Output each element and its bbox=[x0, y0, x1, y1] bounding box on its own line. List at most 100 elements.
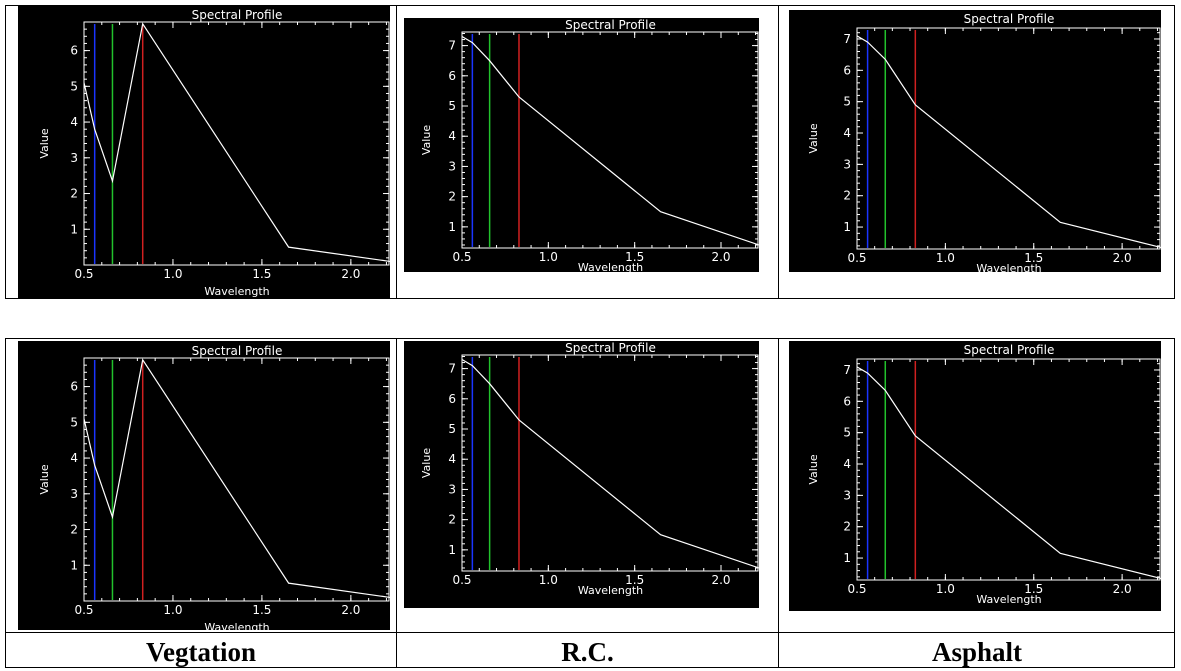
y-tick-label: 3 bbox=[843, 157, 851, 171]
y-tick-label: 5 bbox=[70, 79, 78, 93]
chart-panel-vegetation-top: Spectral Profile Wavelength Value 0.5 1.0 1.5… bbox=[18, 5, 390, 299]
x-tick-label: 1.5 bbox=[1024, 251, 1043, 265]
spectral-profile-chart: Spectral Profile Wavelength Value 0.5 1.0 1.5… bbox=[420, 341, 759, 597]
x-tick-label: 0.5 bbox=[452, 250, 471, 264]
chart-panel-rc-bottom: Spectral Profile Wavelength Value 0.5 1.0 1.5… bbox=[404, 341, 759, 608]
axes-frame bbox=[83, 21, 390, 266]
y-tick-label: 4 bbox=[70, 451, 78, 465]
y-tick-label: 7 bbox=[843, 363, 851, 377]
y-tick-label: 7 bbox=[448, 362, 456, 376]
spectral-profile-line bbox=[461, 36, 759, 246]
spectral-profile-chart: Spectral Profile Wavelength Value 0.5 1.0 1.5… bbox=[807, 12, 1161, 272]
axes-frame bbox=[83, 357, 390, 602]
axes-frame bbox=[856, 27, 1161, 250]
spectral-profile-line bbox=[856, 366, 1161, 580]
x-axis-label: Wavelength bbox=[578, 584, 643, 597]
cell-divider bbox=[396, 6, 397, 298]
y-axis-label: Value bbox=[807, 123, 820, 153]
x-tick-label: 0.5 bbox=[452, 573, 471, 587]
x-tick-label: 1.5 bbox=[1024, 582, 1043, 596]
y-tick-label: 4 bbox=[70, 115, 78, 129]
x-tick-label: 0.5 bbox=[847, 582, 866, 596]
spectral-profile-chart: Spectral Profile Wavelength Value 0.5 1.0 1.5… bbox=[38, 344, 390, 630]
spectral-profile-line bbox=[83, 358, 390, 599]
y-tick-label: 7 bbox=[843, 32, 851, 46]
caption-rc: R.C. bbox=[561, 637, 614, 667]
chart-panel-asphalt-bottom: Spectral Profile Wavelength Value 0.5 1.0 1.5… bbox=[789, 341, 1161, 611]
x-tick-label: 1.5 bbox=[625, 573, 644, 587]
y-tick-label: 3 bbox=[70, 151, 78, 165]
y-tick-label: 2 bbox=[843, 189, 851, 203]
x-tick-label: 2.0 bbox=[1113, 251, 1132, 265]
y-tick-label: 2 bbox=[448, 513, 456, 527]
spectral-profile-chart: Spectral Profile Wavelength Value 0.5 1.0 1.5… bbox=[420, 18, 759, 272]
axes-frame bbox=[461, 31, 759, 249]
y-tick-label: 2 bbox=[70, 187, 78, 201]
x-tick-label: 1.0 bbox=[936, 582, 955, 596]
chart-panel-asphalt-top: Spectral Profile Wavelength Value 0.5 1.0 1.5… bbox=[789, 10, 1161, 272]
y-tick-label: 2 bbox=[448, 190, 456, 204]
chart-panel-rc-top: Spectral Profile Wavelength Value 0.5 1.0 1.5… bbox=[404, 18, 759, 272]
x-axis-label: Wavelength bbox=[204, 621, 269, 630]
y-tick-label: 6 bbox=[843, 394, 851, 408]
y-tick-label: 5 bbox=[448, 99, 456, 113]
row-divider bbox=[6, 632, 1174, 633]
y-tick-label: 6 bbox=[70, 380, 78, 394]
y-tick-label: 6 bbox=[843, 63, 851, 77]
x-axis-label: Wavelength bbox=[976, 593, 1041, 606]
x-tick-label: 1.5 bbox=[252, 603, 271, 617]
y-tick-label: 3 bbox=[843, 488, 851, 502]
y-axis-label: Value bbox=[420, 125, 433, 155]
x-tick-label: 1.0 bbox=[539, 250, 558, 264]
cell-divider bbox=[778, 6, 779, 298]
x-tick-label: 0.5 bbox=[74, 603, 93, 617]
y-tick-label: 4 bbox=[843, 126, 851, 140]
y-tick-label: 3 bbox=[448, 482, 456, 496]
cell-divider bbox=[778, 339, 779, 667]
y-tick-label: 4 bbox=[448, 452, 456, 466]
y-tick-label: 1 bbox=[70, 558, 78, 572]
x-tick-label: 2.0 bbox=[711, 250, 730, 264]
y-axis-label: Value bbox=[420, 448, 433, 478]
x-axis-label: Wavelength bbox=[976, 262, 1041, 272]
cell-divider bbox=[396, 339, 397, 667]
y-tick-label: 4 bbox=[448, 129, 456, 143]
y-tick-label: 1 bbox=[843, 551, 851, 565]
spectral-profile-chart: Spectral Profile Wavelength Value 0.5 1.0 1.5… bbox=[807, 343, 1161, 606]
axes-frame bbox=[856, 358, 1161, 581]
chart-title: Spectral Profile bbox=[192, 8, 283, 22]
y-tick-label: 5 bbox=[843, 95, 851, 109]
x-tick-label: 2.0 bbox=[341, 603, 360, 617]
x-axis-label: Wavelength bbox=[578, 261, 643, 272]
x-tick-label: 2.0 bbox=[711, 573, 730, 587]
chart-title: Spectral Profile bbox=[964, 12, 1055, 26]
spectral-profile-line bbox=[856, 35, 1161, 249]
x-tick-label: 1.0 bbox=[163, 267, 182, 281]
y-axis-label: Value bbox=[807, 454, 820, 484]
spectral-profile-line bbox=[83, 22, 390, 263]
x-tick-label: 0.5 bbox=[74, 267, 93, 281]
axes-frame bbox=[461, 354, 759, 572]
chart-title: Spectral Profile bbox=[565, 341, 656, 355]
y-tick-label: 5 bbox=[70, 415, 78, 429]
chart-title: Spectral Profile bbox=[565, 18, 656, 32]
chart-title: Spectral Profile bbox=[192, 344, 283, 358]
caption-vegetation: Vegtation bbox=[145, 637, 256, 667]
chart-title: Spectral Profile bbox=[964, 343, 1055, 357]
y-tick-label: 1 bbox=[843, 220, 851, 234]
y-tick-label: 1 bbox=[448, 543, 456, 557]
x-tick-label: 1.0 bbox=[936, 251, 955, 265]
y-tick-label: 2 bbox=[843, 520, 851, 534]
x-tick-label: 2.0 bbox=[1113, 582, 1132, 596]
spectral-profile-chart: Spectral Profile Wavelength Value 0.5 1.0 1.5… bbox=[38, 8, 390, 298]
x-tick-label: 2.0 bbox=[341, 267, 360, 281]
chart-panel-vegetation-bottom: Spectral Profile Wavelength Value 0.5 1.0 1.5… bbox=[18, 341, 390, 630]
y-tick-label: 6 bbox=[448, 392, 456, 406]
x-tick-label: 0.5 bbox=[847, 251, 866, 265]
y-tick-label: 7 bbox=[448, 39, 456, 53]
y-tick-label: 3 bbox=[448, 159, 456, 173]
spectral-profile-line bbox=[461, 359, 759, 569]
y-tick-label: 6 bbox=[70, 44, 78, 58]
y-axis-label: Value bbox=[38, 128, 51, 158]
y-tick-label: 2 bbox=[70, 523, 78, 537]
